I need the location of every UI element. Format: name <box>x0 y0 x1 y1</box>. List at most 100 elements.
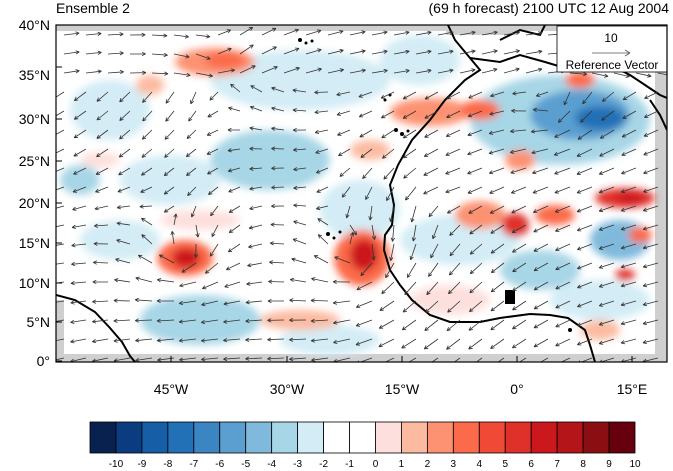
longitude-axis: 45°W 30°W 15°W 0° 15°E <box>154 356 647 397</box>
wind-arrow <box>424 91 439 100</box>
wind-arrow <box>512 319 527 330</box>
wind-arrow <box>207 167 219 175</box>
wind-arrow <box>156 278 175 283</box>
colorbar-swatch <box>401 421 428 454</box>
wind-arrow <box>230 83 241 93</box>
reference-vector-label: Reference Vector <box>566 58 659 72</box>
wind-arrow <box>555 338 571 347</box>
wind-arrow <box>620 205 637 212</box>
wind-arrow <box>598 300 615 307</box>
wind-arrow <box>129 32 146 37</box>
wind-arrow <box>445 186 461 194</box>
wind-arrow <box>425 300 439 313</box>
wind-arrow <box>305 29 322 36</box>
wind-arrow <box>63 50 80 55</box>
wind-arrow <box>657 72 667 76</box>
missing-data-regions <box>56 25 667 362</box>
wind-arrow <box>642 281 659 288</box>
wind-arrow <box>424 110 439 119</box>
wind-arrow <box>599 148 615 157</box>
lon-label-0: 0° <box>510 381 523 397</box>
wind-arrow <box>173 53 190 59</box>
wind-arrow <box>431 357 439 362</box>
wind-arrow <box>245 356 263 361</box>
wind-arrow <box>209 91 219 101</box>
wind-arrow <box>621 129 637 138</box>
wind-arrow <box>409 243 417 261</box>
wind-arrow <box>371 30 388 36</box>
colorbar-swatch <box>504 421 532 454</box>
wind-arrow <box>489 186 505 194</box>
wind-arrow <box>249 186 263 191</box>
wind-arrow <box>467 167 483 175</box>
wind-arrow <box>181 262 197 273</box>
wind-arrow <box>314 129 329 134</box>
wind-arrow <box>249 126 263 131</box>
wind-arrow <box>446 338 461 350</box>
wind-arrow <box>179 281 197 288</box>
colorbar-label: -8 <box>163 459 172 470</box>
wind-arrow <box>468 319 483 331</box>
wind-arrow <box>71 261 87 267</box>
colorbar-swatch <box>219 421 247 454</box>
wind-arrow <box>156 318 175 323</box>
wind-arrow <box>113 318 131 323</box>
wind-arrow <box>389 205 395 222</box>
wind-arrow <box>292 238 307 245</box>
wind-arrow <box>293 167 307 172</box>
wind-arrow <box>249 205 263 211</box>
wind-arrow <box>533 262 549 272</box>
wind-arrow <box>511 108 527 113</box>
wind-arrow <box>93 260 109 265</box>
wind-arrow <box>349 68 366 74</box>
wind-arrow <box>201 300 219 307</box>
wind-arrow <box>557 357 571 362</box>
wind-arrow <box>289 356 307 362</box>
wind-arrow <box>481 30 498 36</box>
wind-arrow <box>620 186 637 194</box>
wind-arrow <box>119 129 131 140</box>
wind-arrow <box>289 298 307 303</box>
wind-arrow <box>223 338 241 343</box>
wind-arrow <box>195 53 211 60</box>
wind-arrow <box>315 167 329 174</box>
wind-arrow <box>293 185 307 190</box>
wind-arrow <box>289 277 307 283</box>
wind-arrow <box>134 297 153 303</box>
wind-arrow <box>292 108 307 113</box>
wind-arrow <box>316 186 329 193</box>
wind-arrow <box>228 106 241 112</box>
wind-arrow <box>424 129 439 138</box>
colorbar-label: 5 <box>502 459 508 470</box>
wind-arrow <box>402 110 417 119</box>
wind-arrow <box>577 300 593 308</box>
wind-arrow <box>555 224 571 232</box>
wind-arrow <box>95 167 109 175</box>
wind-arrow <box>315 148 329 154</box>
wind-arrow <box>510 129 527 134</box>
wind-arrow <box>209 243 219 257</box>
latitude-axis: 40°N 35°N 30°N 25°N 20°N 15°N 10°N 5°N 0… <box>19 17 62 369</box>
wind-arrow <box>107 51 124 56</box>
colorbar-swatch <box>245 421 273 454</box>
wind-arrow <box>576 224 593 232</box>
wind-arrow <box>601 110 615 121</box>
wind-arrow <box>446 110 461 118</box>
wind-arrow <box>428 262 439 277</box>
wind-arrow <box>469 300 483 313</box>
wind-arrow <box>533 300 549 310</box>
wind-arrow <box>310 298 329 303</box>
wind-arrow <box>267 318 285 323</box>
wind-arrow <box>85 31 102 36</box>
wind-arrow <box>402 300 417 313</box>
wind-arrow <box>245 318 263 324</box>
wind-arrow <box>224 281 241 288</box>
lat-label-5n: 5°N <box>27 314 51 330</box>
colorbar-label: -7 <box>189 459 198 470</box>
wind-arrow <box>598 338 615 345</box>
wind-arrow <box>401 338 417 349</box>
wind-arrow <box>113 298 131 303</box>
wind-arrow <box>411 224 417 242</box>
wind-arrow <box>118 167 131 176</box>
wind-arrow <box>489 205 505 214</box>
